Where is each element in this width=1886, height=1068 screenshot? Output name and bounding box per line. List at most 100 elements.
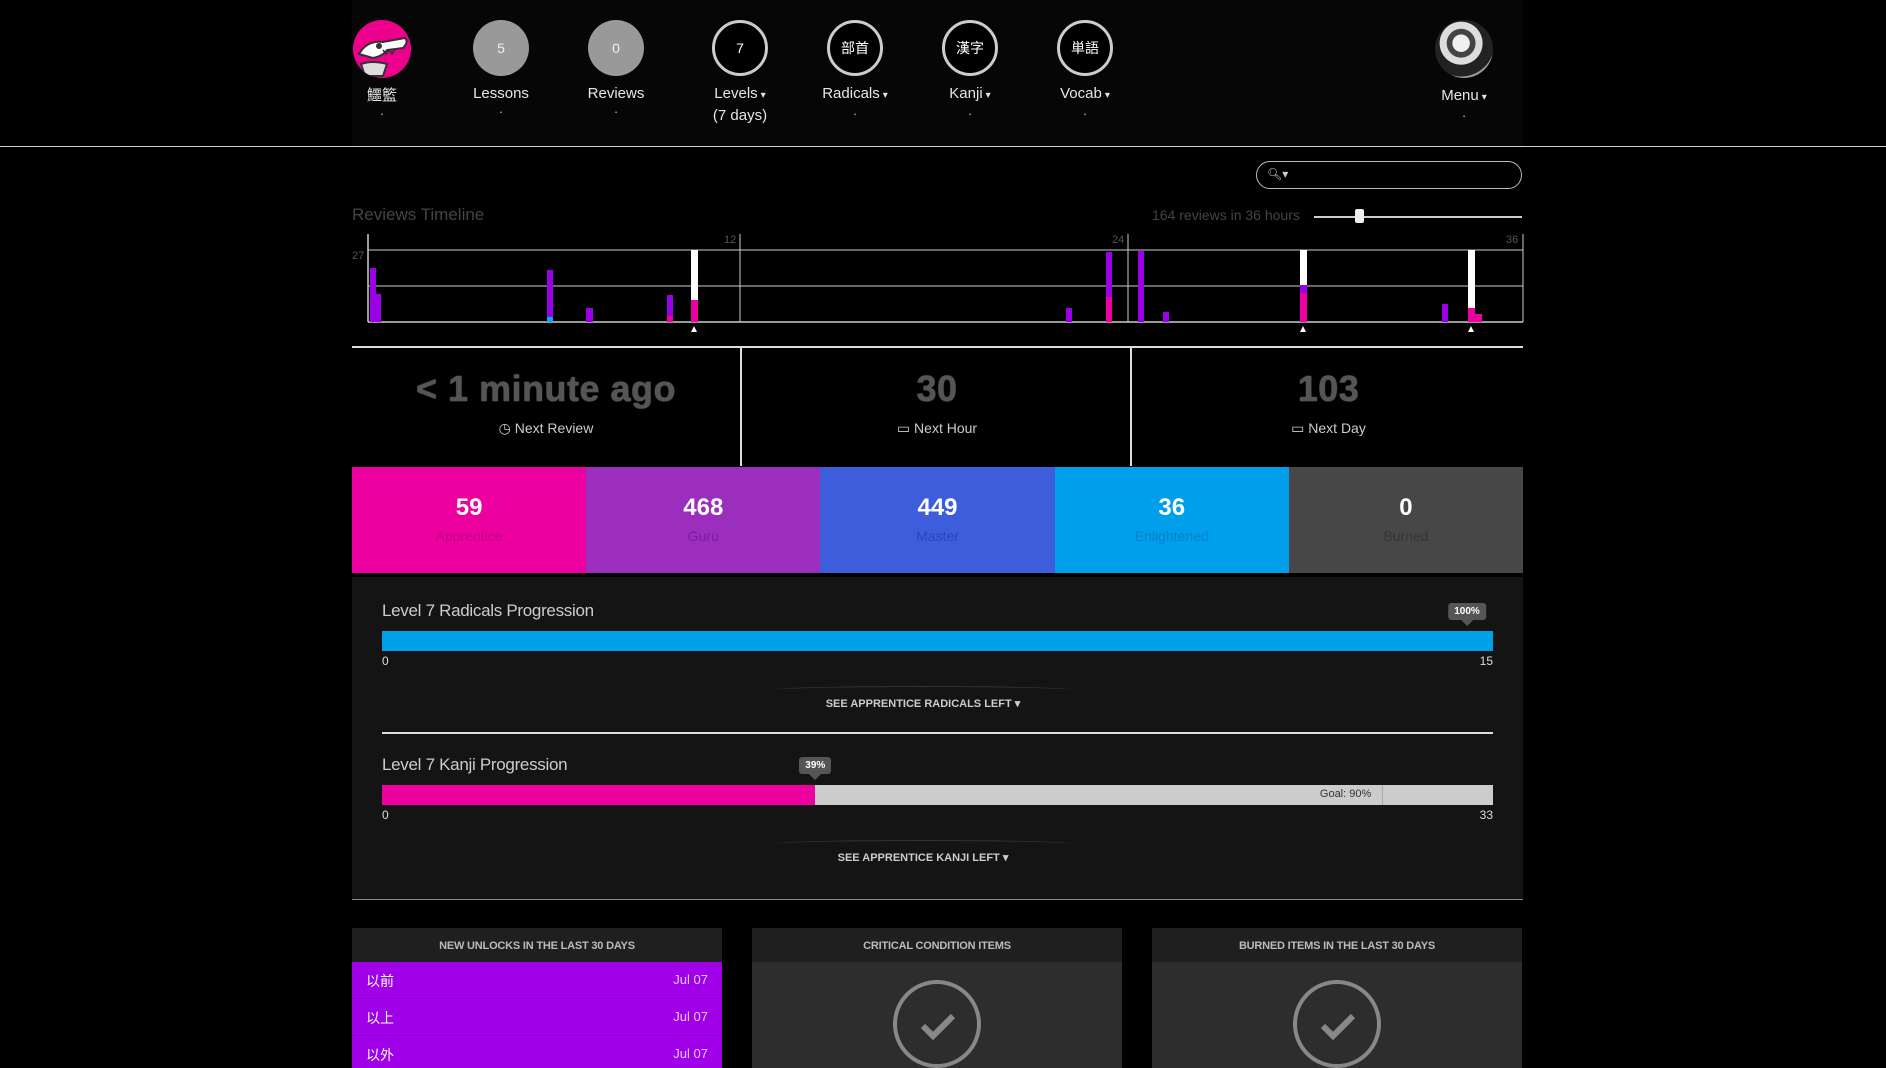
new-unlocks-title: NEW UNLOCKS IN THE LAST 30 DAYS <box>352 928 722 962</box>
chevron-down-icon: ▾ <box>1104 90 1110 101</box>
timeline-range-slider[interactable] <box>1314 216 1522 218</box>
see-apprentice-radicals-label[interactable]: SEE APPRENTICE RADICALS LEFT <box>825 698 1012 710</box>
timeline-bar <box>547 317 553 322</box>
radicals-label-text[interactable]: Radicals <box>822 85 880 102</box>
nav-dot: . <box>380 103 384 118</box>
reviews-label[interactable]: Reviews <box>587 85 645 102</box>
kanji-badge[interactable]: 漢字 <box>942 20 998 76</box>
timeline-bar <box>691 250 698 300</box>
timeline-bar <box>1468 250 1475 308</box>
timeline-grid <box>367 234 1524 323</box>
search-input[interactable] <box>1291 165 1515 187</box>
radicals-progress-title: Level 7 Radicals Progression <box>382 601 594 620</box>
list-item[interactable]: 以上 Jul 07 <box>352 999 722 1036</box>
unlock-date: Jul 07 <box>673 1009 708 1024</box>
profile-label[interactable]: 鱷籃 <box>366 87 397 104</box>
timeline-bar <box>586 308 593 322</box>
srs-label[interactable]: Burned <box>1383 528 1429 544</box>
srs-apprentice[interactable]: 59 Apprentice <box>352 467 587 573</box>
radicals-progress-max: 15 <box>1479 654 1493 668</box>
srs-guru[interactable]: 468 Guru <box>586 467 821 573</box>
crocodile-avatar-icon[interactable] <box>353 20 411 78</box>
timeline-bar <box>667 295 673 316</box>
srs-enlightened[interactable]: 36 Enlightened <box>1054 467 1289 573</box>
timeline-bar <box>1138 251 1144 322</box>
unlock-date: Jul 07 <box>673 1046 708 1061</box>
vocab-label[interactable]: Vocab ▾ <box>1030 84 1140 106</box>
srs-master[interactable]: 449 Master <box>820 467 1055 573</box>
srs-count[interactable]: 468 <box>683 494 724 521</box>
next-day-label: Next Day <box>1308 420 1366 436</box>
timeline-markers <box>691 326 1474 332</box>
srs-burned[interactable]: 0 Burned <box>1288 467 1524 573</box>
lessons-count-badge[interactable]: 5 <box>473 20 529 76</box>
srs-count[interactable]: 59 <box>455 494 483 521</box>
burned-items-title: BURNED ITEMS IN THE LAST 30 DAYS <box>1152 928 1522 962</box>
nav-menu[interactable]: Menu ▾ . <box>1409 20 1519 120</box>
levels-label[interactable]: Levels ▾ <box>685 84 795 106</box>
lessons-label[interactable]: Lessons <box>473 85 529 102</box>
nav-dot: . <box>1462 105 1466 120</box>
menu-label[interactable]: Menu ▾ <box>1409 86 1519 108</box>
inbox-icon: ▭ <box>1291 420 1305 436</box>
list-item[interactable]: 以前 Jul 07 <box>352 962 722 999</box>
srs-label[interactable]: Enlightened <box>1134 528 1209 544</box>
timeline-bar <box>1300 250 1307 285</box>
nav-vocab[interactable]: 単語 Vocab ▾ . <box>1030 20 1140 118</box>
timeline-bar <box>667 316 673 322</box>
next-hour-label: Next Hour <box>914 420 978 436</box>
srs-label[interactable]: Master <box>916 528 959 544</box>
srs-label[interactable]: Apprentice <box>435 528 503 544</box>
unlock-word[interactable]: 以外 <box>366 1047 394 1063</box>
search-icon[interactable]: 🔍︎▾ <box>1267 167 1289 181</box>
nav-kanji[interactable]: 漢字 Kanji ▾ . <box>915 20 1025 118</box>
kanji-progress-max: 33 <box>1479 808 1493 822</box>
see-apprentice-kanji-label[interactable]: SEE APPRENTICE KANJI LEFT <box>837 852 1000 864</box>
inbox-icon: ▭ <box>896 420 911 436</box>
kanji-goal-label: Goal: 90% <box>1319 788 1372 800</box>
radicals-progress-tooltip: 100% <box>1448 603 1486 626</box>
next-hour-cell: 30 ▭ Next Hour <box>740 348 1132 466</box>
timeline-y-label: 27 <box>352 250 364 262</box>
timeline-slider-handle[interactable] <box>1355 209 1364 223</box>
search-box[interactable]: 🔍︎▾ <box>1256 161 1522 189</box>
nav-radicals[interactable]: 部首 Radicals ▾ . <box>800 20 910 117</box>
nav-dot: . <box>1083 103 1087 118</box>
kanji-label-text[interactable]: Kanji <box>949 85 983 102</box>
nav-profile[interactable]: 鱷籃 . <box>327 20 437 118</box>
timeline-marker-triangle <box>1300 326 1306 332</box>
srs-label[interactable]: Guru <box>687 528 719 544</box>
see-apprentice-kanji-button[interactable]: SEE APPRENTICE KANJI LEFT ▾ <box>773 840 1073 864</box>
list-item[interactable]: 以外 Jul 07 <box>352 1036 722 1068</box>
menu-label-text[interactable]: Menu <box>1441 87 1479 104</box>
nav-dot: . <box>968 103 972 118</box>
nav-dot: . <box>614 101 618 116</box>
reviews-count-badge[interactable]: 0 <box>588 20 644 76</box>
chevron-down-icon: ▾ <box>882 90 888 101</box>
srs-count[interactable]: 449 <box>917 494 958 521</box>
kanji-label[interactable]: Kanji ▾ <box>915 84 1025 106</box>
next-review-label: Next Review <box>514 420 594 436</box>
vocab-badge[interactable]: 単語 <box>1057 20 1113 76</box>
radicals-badge[interactable]: 部首 <box>827 20 883 76</box>
timeline-bar <box>370 268 376 322</box>
vocab-label-text[interactable]: Vocab <box>1060 85 1102 102</box>
srs-count[interactable]: 36 <box>1158 494 1186 521</box>
srs-count[interactable]: 0 <box>1399 494 1413 521</box>
nav-lessons[interactable]: 5 Lessons . <box>446 20 556 115</box>
next-hour-value: 30 <box>916 368 958 409</box>
nav-reviews[interactable]: 0 Reviews . <box>561 20 671 116</box>
nav-levels[interactable]: 7 Levels ▾ (7 days) <box>685 20 795 126</box>
see-apprentice-radicals-button[interactable]: SEE APPRENTICE RADICALS LEFT ▾ <box>773 686 1073 710</box>
timeline-bar <box>1066 308 1072 322</box>
unlock-word[interactable]: 以上 <box>366 1010 394 1026</box>
user-avatar-icon[interactable] <box>1435 20 1493 78</box>
radicals-label[interactable]: Radicals ▾ <box>800 84 910 106</box>
levels-days: (7 days) <box>712 107 768 124</box>
levels-label-text[interactable]: Levels <box>714 85 758 102</box>
levels-badge[interactable]: 7 <box>712 20 768 76</box>
unlock-date: Jul 07 <box>673 972 708 987</box>
timeline-marker-triangle <box>1468 326 1474 332</box>
unlock-word[interactable]: 以前 <box>366 973 394 989</box>
chevron-down-icon: ▾ <box>985 90 991 101</box>
